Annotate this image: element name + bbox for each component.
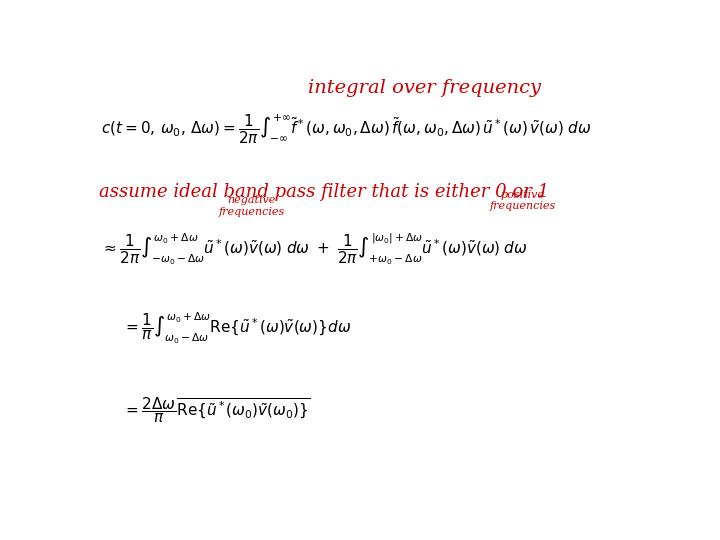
Text: assume ideal band pass filter that is either 0 or 1: assume ideal band pass filter that is ei…: [99, 183, 549, 201]
Text: positive
frequencies: positive frequencies: [490, 190, 556, 211]
Text: $c(t = 0,\,\omega_0,\,\Delta\omega) = \dfrac{1}{2\pi}\int_{-\infty}^{+\infty}\ti: $c(t = 0,\,\omega_0,\,\Delta\omega) = \d…: [101, 112, 592, 146]
Text: negative
frequencies: negative frequencies: [219, 195, 285, 217]
Text: $\approx \dfrac{1}{2\pi}\int_{-\omega_0-\Delta\omega}^{\omega_0+\Delta\omega}\ti: $\approx \dfrac{1}{2\pi}\int_{-\omega_0-…: [101, 232, 528, 267]
Text: $= \dfrac{1}{\pi}\int_{\omega_0-\Delta\omega}^{\omega_0+\Delta\omega}\mathrm{Re}: $= \dfrac{1}{\pi}\int_{\omega_0-\Delta\o…: [124, 311, 351, 347]
Text: $= \dfrac{2\Delta\omega}{\pi}\overline{\mathrm{Re}\{\tilde{u}^*(\omega_0)\tilde{: $= \dfrac{2\Delta\omega}{\pi}\overline{\…: [124, 395, 311, 425]
Text: integral over frequency: integral over frequency: [308, 79, 541, 97]
